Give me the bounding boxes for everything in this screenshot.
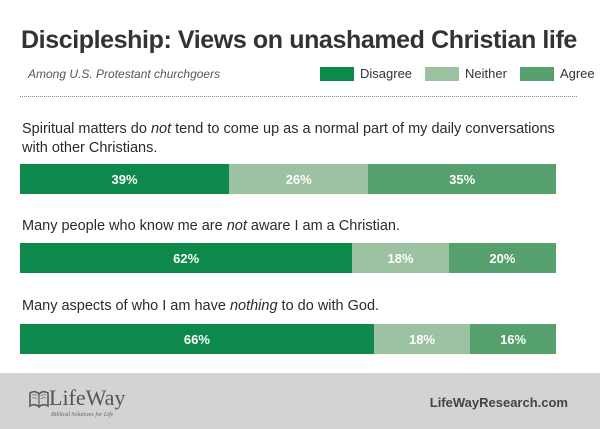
legend: Disagree Neither Agree: [320, 66, 595, 81]
data-label-disagree-row-2: 62%: [173, 250, 200, 266]
data-label-disagree-row-1: 39%: [111, 171, 138, 187]
bar-row-1: 39% 26% 35%: [20, 164, 556, 194]
bar-segment-neither-row-1: 26%: [229, 164, 369, 194]
legend-swatch-agree: [519, 66, 554, 81]
logo-wordmark: LifeWay: [49, 385, 126, 410]
question-1-emphasis: not: [150, 121, 172, 137]
chart-title: Discipleship: Views on unashamed Christi…: [21, 26, 577, 54]
legend-item-disagree: Disagree: [320, 66, 412, 81]
data-label-agree-row-1: 35%: [449, 171, 476, 187]
bar-row-3: 66% 18% 16%: [20, 324, 556, 354]
question-3-text-end: to do with God.: [277, 298, 380, 314]
bar-segment-neither-row-3: 18%: [373, 324, 471, 354]
legend-item-agree: Agree: [519, 66, 595, 81]
question-2-text-end: aware I am a Christian.: [246, 218, 401, 234]
data-label-neither-row-1: 26%: [285, 171, 312, 187]
bar-row-2: 62% 18% 20%: [20, 243, 556, 273]
legend-label-agree: Agree: [559, 66, 595, 81]
data-label-agree-row-2: 20%: [489, 250, 516, 266]
question-3: Many aspects of who I am have nothing to…: [22, 297, 582, 316]
bar-segment-disagree-row-2: 62%: [20, 243, 353, 273]
bar-segment-disagree-row-1: 39%: [20, 164, 230, 194]
open-book-icon: [29, 390, 49, 409]
question-1: Spiritual matters do not tend to come up…: [22, 120, 582, 158]
legend-label-neither: Neither: [465, 66, 507, 81]
bar-segment-agree-row-3: 16%: [470, 324, 556, 354]
header-divider: [20, 96, 577, 97]
bar-segment-disagree-row-3: 66%: [20, 324, 374, 354]
website-link[interactable]: LifeWayResearch.com: [429, 395, 568, 410]
footer: LifeWay Biblical Solutions for Life Life…: [0, 373, 600, 429]
question-1-text-start: Spiritual matters do: [22, 121, 151, 137]
question-3-text-start: Many aspects of who I am have: [22, 298, 230, 314]
question-3-emphasis: nothing: [229, 298, 278, 314]
question-2-text-start: Many people who know me are: [22, 218, 227, 234]
data-label-neither-row-3: 18%: [408, 331, 435, 347]
bar-segment-agree-row-1: 35%: [368, 164, 556, 194]
question-2-emphasis: not: [226, 218, 247, 234]
bar-segment-neither-row-2: 18%: [352, 243, 449, 273]
question-2: Many people who know me are not aware I …: [22, 217, 582, 236]
data-label-disagree-row-3: 66%: [183, 331, 210, 347]
question-1-text-end: tend to come up as a normal part of my d…: [22, 121, 555, 156]
legend-swatch-neither: [425, 66, 460, 81]
bar-segment-agree-row-2: 20%: [448, 243, 556, 273]
lifeway-logo[interactable]: LifeWay Biblical Solutions for Life: [28, 383, 138, 423]
legend-item-neither: Neither: [425, 66, 507, 81]
chart-subtitle: Among U.S. Protestant churchgoers: [28, 67, 221, 81]
legend-swatch-disagree: [320, 66, 354, 81]
logo-tagline: Biblical Solutions for Life: [51, 412, 114, 418]
data-label-agree-row-3: 16%: [500, 331, 527, 347]
data-label-neither-row-2: 18%: [387, 250, 414, 266]
legend-label-disagree: Disagree: [360, 66, 413, 81]
